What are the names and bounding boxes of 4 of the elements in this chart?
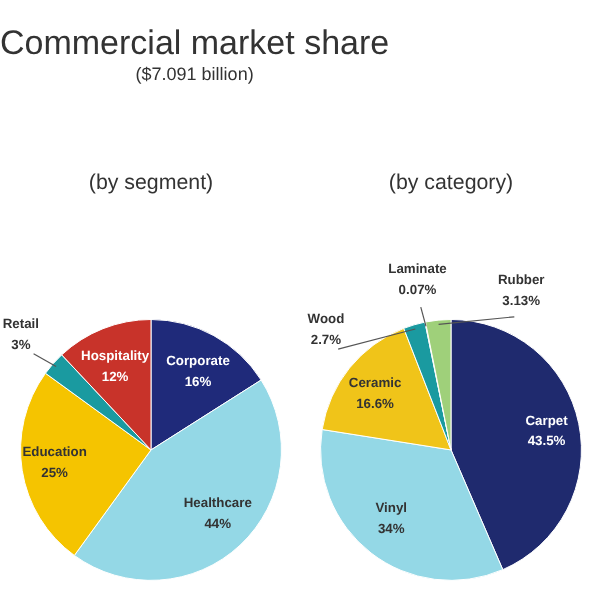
chart-subtitle: (by segment)	[88, 171, 214, 196]
text: ($7.091 billion)	[133, 64, 256, 87]
chart-subtitle: (by category)	[388, 171, 514, 196]
chart-title: Commercial market share	[0, 24, 390, 65]
